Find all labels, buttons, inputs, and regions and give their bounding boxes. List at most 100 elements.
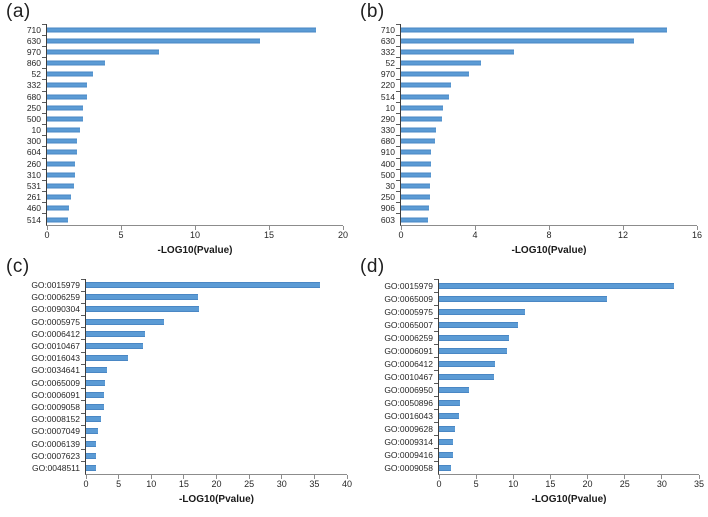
category-label: 52 bbox=[385, 57, 395, 68]
bar-row: GO:0009416 bbox=[384, 447, 699, 461]
bar-row: GO:0006139 bbox=[31, 436, 347, 449]
category-label: 260 bbox=[26, 158, 41, 169]
bar bbox=[86, 416, 101, 423]
bar bbox=[47, 49, 160, 55]
category-label: GO:0006259 bbox=[31, 292, 80, 303]
category-label: GO:0009416 bbox=[384, 449, 433, 460]
x-tick-label: 15 bbox=[545, 479, 556, 489]
plot-area: GO:0015979 GO:0065009 GO:0005975 GO:0065007… bbox=[384, 278, 704, 505]
bar-row: 970 bbox=[381, 68, 697, 80]
category-label: GO:0016043 bbox=[31, 352, 80, 363]
bar bbox=[47, 94, 87, 100]
category-label: GO:0015979 bbox=[384, 280, 433, 291]
bar-row: 460 bbox=[27, 202, 343, 214]
panel-d: (d) GO:0015979 GO:0065009 GO:0005975 GO:006… bbox=[354, 256, 708, 517]
x-tick-label: 40 bbox=[341, 479, 353, 489]
bar bbox=[47, 127, 81, 133]
category-label: 290 bbox=[380, 113, 395, 124]
category-label: 710 bbox=[26, 24, 41, 35]
bar-row: GO:0006950 bbox=[384, 382, 699, 396]
bar bbox=[86, 428, 99, 435]
bar-row: GO:0048511 bbox=[32, 461, 347, 474]
x-tick-label: 0 bbox=[44, 230, 50, 240]
bar-row: GO:0090304 bbox=[31, 302, 347, 315]
bar bbox=[439, 282, 675, 289]
category-label: GO:0006412 bbox=[31, 328, 80, 339]
bar-row: 332 bbox=[381, 45, 697, 57]
tick-mark bbox=[512, 475, 514, 479]
tick-mark bbox=[624, 475, 626, 479]
bar bbox=[401, 71, 470, 77]
bar bbox=[86, 355, 128, 362]
category-label: GO:0006091 bbox=[384, 345, 433, 356]
x-tick-label: 5 bbox=[473, 479, 479, 489]
bar bbox=[401, 205, 429, 211]
tick-mark bbox=[268, 226, 270, 230]
bar-row: 330 bbox=[381, 124, 697, 136]
category-label: GO:0009314 bbox=[384, 436, 433, 447]
category-label: 514 bbox=[26, 214, 41, 225]
bar bbox=[439, 360, 496, 367]
bar-row: GO:0010467 bbox=[384, 369, 699, 383]
x-tick-label: 35 bbox=[309, 479, 320, 489]
panel-a: (a) 710 630 970 860 52 332 680 250 500 10 300 604 26… bbox=[0, 0, 354, 258]
bar-row: GO:0010467 bbox=[31, 339, 347, 352]
bar bbox=[401, 116, 442, 122]
bar bbox=[439, 451, 454, 458]
bar-row: GO:0050896 bbox=[384, 395, 699, 409]
category-label: GO:0015979 bbox=[31, 279, 80, 290]
bar-row: 910 bbox=[381, 146, 697, 158]
category-label: 250 bbox=[26, 102, 41, 113]
bar bbox=[47, 116, 83, 122]
bar-row: 630 bbox=[27, 34, 343, 46]
bar bbox=[86, 452, 96, 459]
x-tick-label: 10 bbox=[508, 479, 519, 489]
bar-row: GO:0016043 bbox=[384, 408, 699, 422]
category-label: 630 bbox=[26, 35, 41, 46]
bar bbox=[86, 330, 146, 337]
bar-row: 603 bbox=[381, 213, 697, 225]
category-label: 330 bbox=[380, 124, 395, 135]
bar bbox=[86, 343, 143, 350]
x-tick-label: 4 bbox=[472, 230, 478, 240]
category-label: 310 bbox=[26, 169, 41, 180]
category-label: GO:0007049 bbox=[31, 426, 80, 437]
bar bbox=[47, 82, 87, 88]
panel-letter-a: (a) bbox=[6, 1, 31, 22]
category-label: 10 bbox=[31, 124, 41, 135]
bar bbox=[47, 205, 70, 211]
category-label: 400 bbox=[380, 158, 395, 169]
tick-mark bbox=[346, 475, 348, 479]
tick-mark bbox=[661, 475, 663, 479]
tick-mark bbox=[216, 475, 217, 479]
category-label: GO:0008152 bbox=[31, 413, 80, 424]
bar-row: 860 bbox=[27, 57, 343, 69]
bar bbox=[401, 172, 431, 178]
bar-row: 290 bbox=[381, 112, 697, 124]
category-label: GO:0090304 bbox=[31, 304, 80, 315]
bar-row: 630 bbox=[381, 34, 697, 46]
bar bbox=[401, 194, 430, 200]
x-tick-label: 10 bbox=[189, 230, 201, 240]
category-label: 860 bbox=[26, 57, 41, 68]
bar bbox=[86, 379, 105, 386]
category-label: GO:0005975 bbox=[384, 306, 433, 317]
tick-mark bbox=[248, 475, 250, 479]
category-label: GO:0016043 bbox=[384, 410, 433, 421]
bar bbox=[86, 391, 105, 398]
bar-row: GO:0009314 bbox=[384, 434, 699, 448]
bar bbox=[47, 149, 77, 155]
tick-mark bbox=[46, 226, 48, 230]
bar-row: GO:0065009 bbox=[384, 291, 699, 305]
bar bbox=[86, 464, 96, 471]
tick-mark bbox=[696, 226, 698, 230]
category-label: 710 bbox=[380, 24, 395, 35]
bar bbox=[47, 27, 317, 33]
bar bbox=[401, 82, 451, 88]
tick-mark bbox=[438, 475, 440, 479]
x-tick-label: 8 bbox=[546, 230, 552, 240]
category-label: GO:0006091 bbox=[31, 389, 80, 400]
panel-letter-b: (b) bbox=[360, 1, 385, 22]
bar-row: 970 bbox=[27, 45, 343, 57]
bar-row: GO:0006091 bbox=[31, 388, 347, 401]
